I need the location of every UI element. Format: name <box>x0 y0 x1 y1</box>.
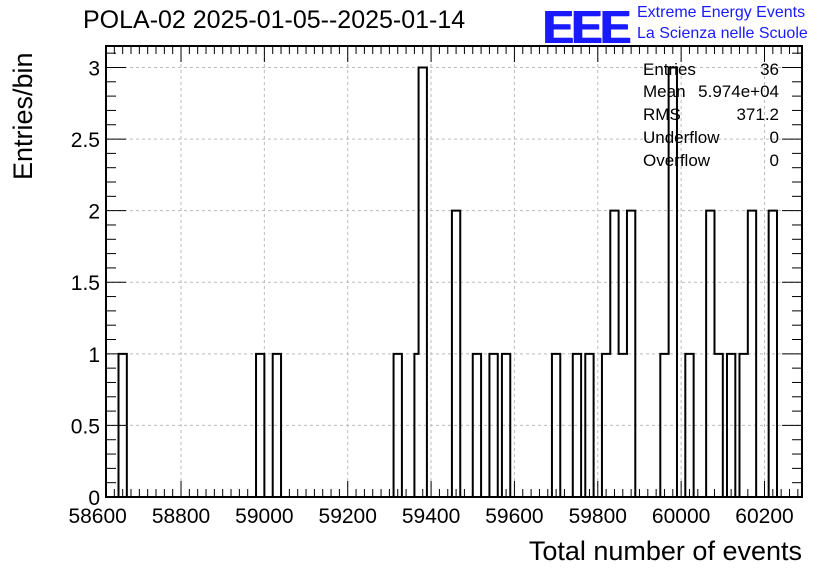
eee-logo: EEE <box>543 1 631 53</box>
logo-caption-line2: La Scienza nelle Scuole <box>637 25 808 42</box>
plot-frame <box>105 45 803 498</box>
y-tick-label: 3 <box>88 57 100 80</box>
histogram-bin <box>573 354 581 497</box>
x-tick-label: 60000 <box>652 505 710 528</box>
stats-entries-label: Entries <box>643 60 696 79</box>
x-tick-label: 59400 <box>402 505 460 528</box>
histogram-bin <box>452 211 460 497</box>
y-tick-label: 0.5 <box>71 415 100 438</box>
x-tick-label: 59000 <box>235 505 293 528</box>
histogram-bin <box>256 354 264 497</box>
histogram-bin <box>706 211 714 497</box>
x-tick-label: 58800 <box>152 505 210 528</box>
x-tick-label: 59200 <box>319 505 377 528</box>
tick-labels: 58600 58800 59000 59200 59400 59600 59800 60000… <box>68 57 793 528</box>
histogram-bin <box>552 354 560 497</box>
stats-mean-label: Mean <box>643 82 686 101</box>
stats-rms-label: RMS <box>643 105 681 124</box>
histogram-bin <box>473 354 481 497</box>
y-tick-label: 2 <box>88 201 100 224</box>
histogram-bin <box>419 67 427 497</box>
x-tick-label: 60200 <box>735 505 793 528</box>
histogram-bin <box>273 354 281 497</box>
histogram-bin <box>660 354 668 497</box>
stats-rms-value: 371.2 <box>736 105 779 124</box>
stats-entries-value: 36 <box>760 60 779 79</box>
histogram-bin <box>602 354 610 497</box>
histogram-bin <box>727 354 735 497</box>
logo-caption-line1: Extreme Energy Events <box>637 4 806 21</box>
y-tick-label: 2.5 <box>71 129 100 152</box>
axis-ticks <box>105 46 802 498</box>
histogram-bin <box>585 354 593 497</box>
stats-overflow-value: 0 <box>769 151 779 170</box>
x-tick-label: 59600 <box>485 505 543 528</box>
stats-underflow-value: 0 <box>769 128 779 147</box>
histogram-bin <box>685 354 693 497</box>
chart-title: POLA-02 2025-01-05--2025-01-14 <box>83 6 466 34</box>
histogram-bin <box>610 211 618 497</box>
histogram-bin <box>714 354 722 497</box>
y-axis-label: Entries/bin <box>8 52 38 180</box>
stats-mean-value: 5.974e+04 <box>698 82 779 101</box>
histogram-bin <box>394 354 402 497</box>
histogram-bin <box>769 211 777 497</box>
histogram-bin <box>739 354 747 497</box>
histogram-bin <box>502 354 510 497</box>
y-tick-label: 1.5 <box>71 272 100 295</box>
histogram-bin <box>627 211 635 497</box>
x-tick-label: 58600 <box>68 505 126 528</box>
histogram-bin <box>748 211 756 497</box>
histogram-bin <box>489 354 497 497</box>
stats-underflow-label: Underflow <box>643 128 720 147</box>
stats-overflow-label: Overflow <box>643 151 711 170</box>
histogram-bin <box>619 354 627 497</box>
x-tick-label: 59800 <box>569 505 627 528</box>
x-axis-label: Total number of events <box>528 536 802 566</box>
y-tick-label: 0 <box>88 487 100 510</box>
y-tick-label: 1 <box>88 344 100 367</box>
